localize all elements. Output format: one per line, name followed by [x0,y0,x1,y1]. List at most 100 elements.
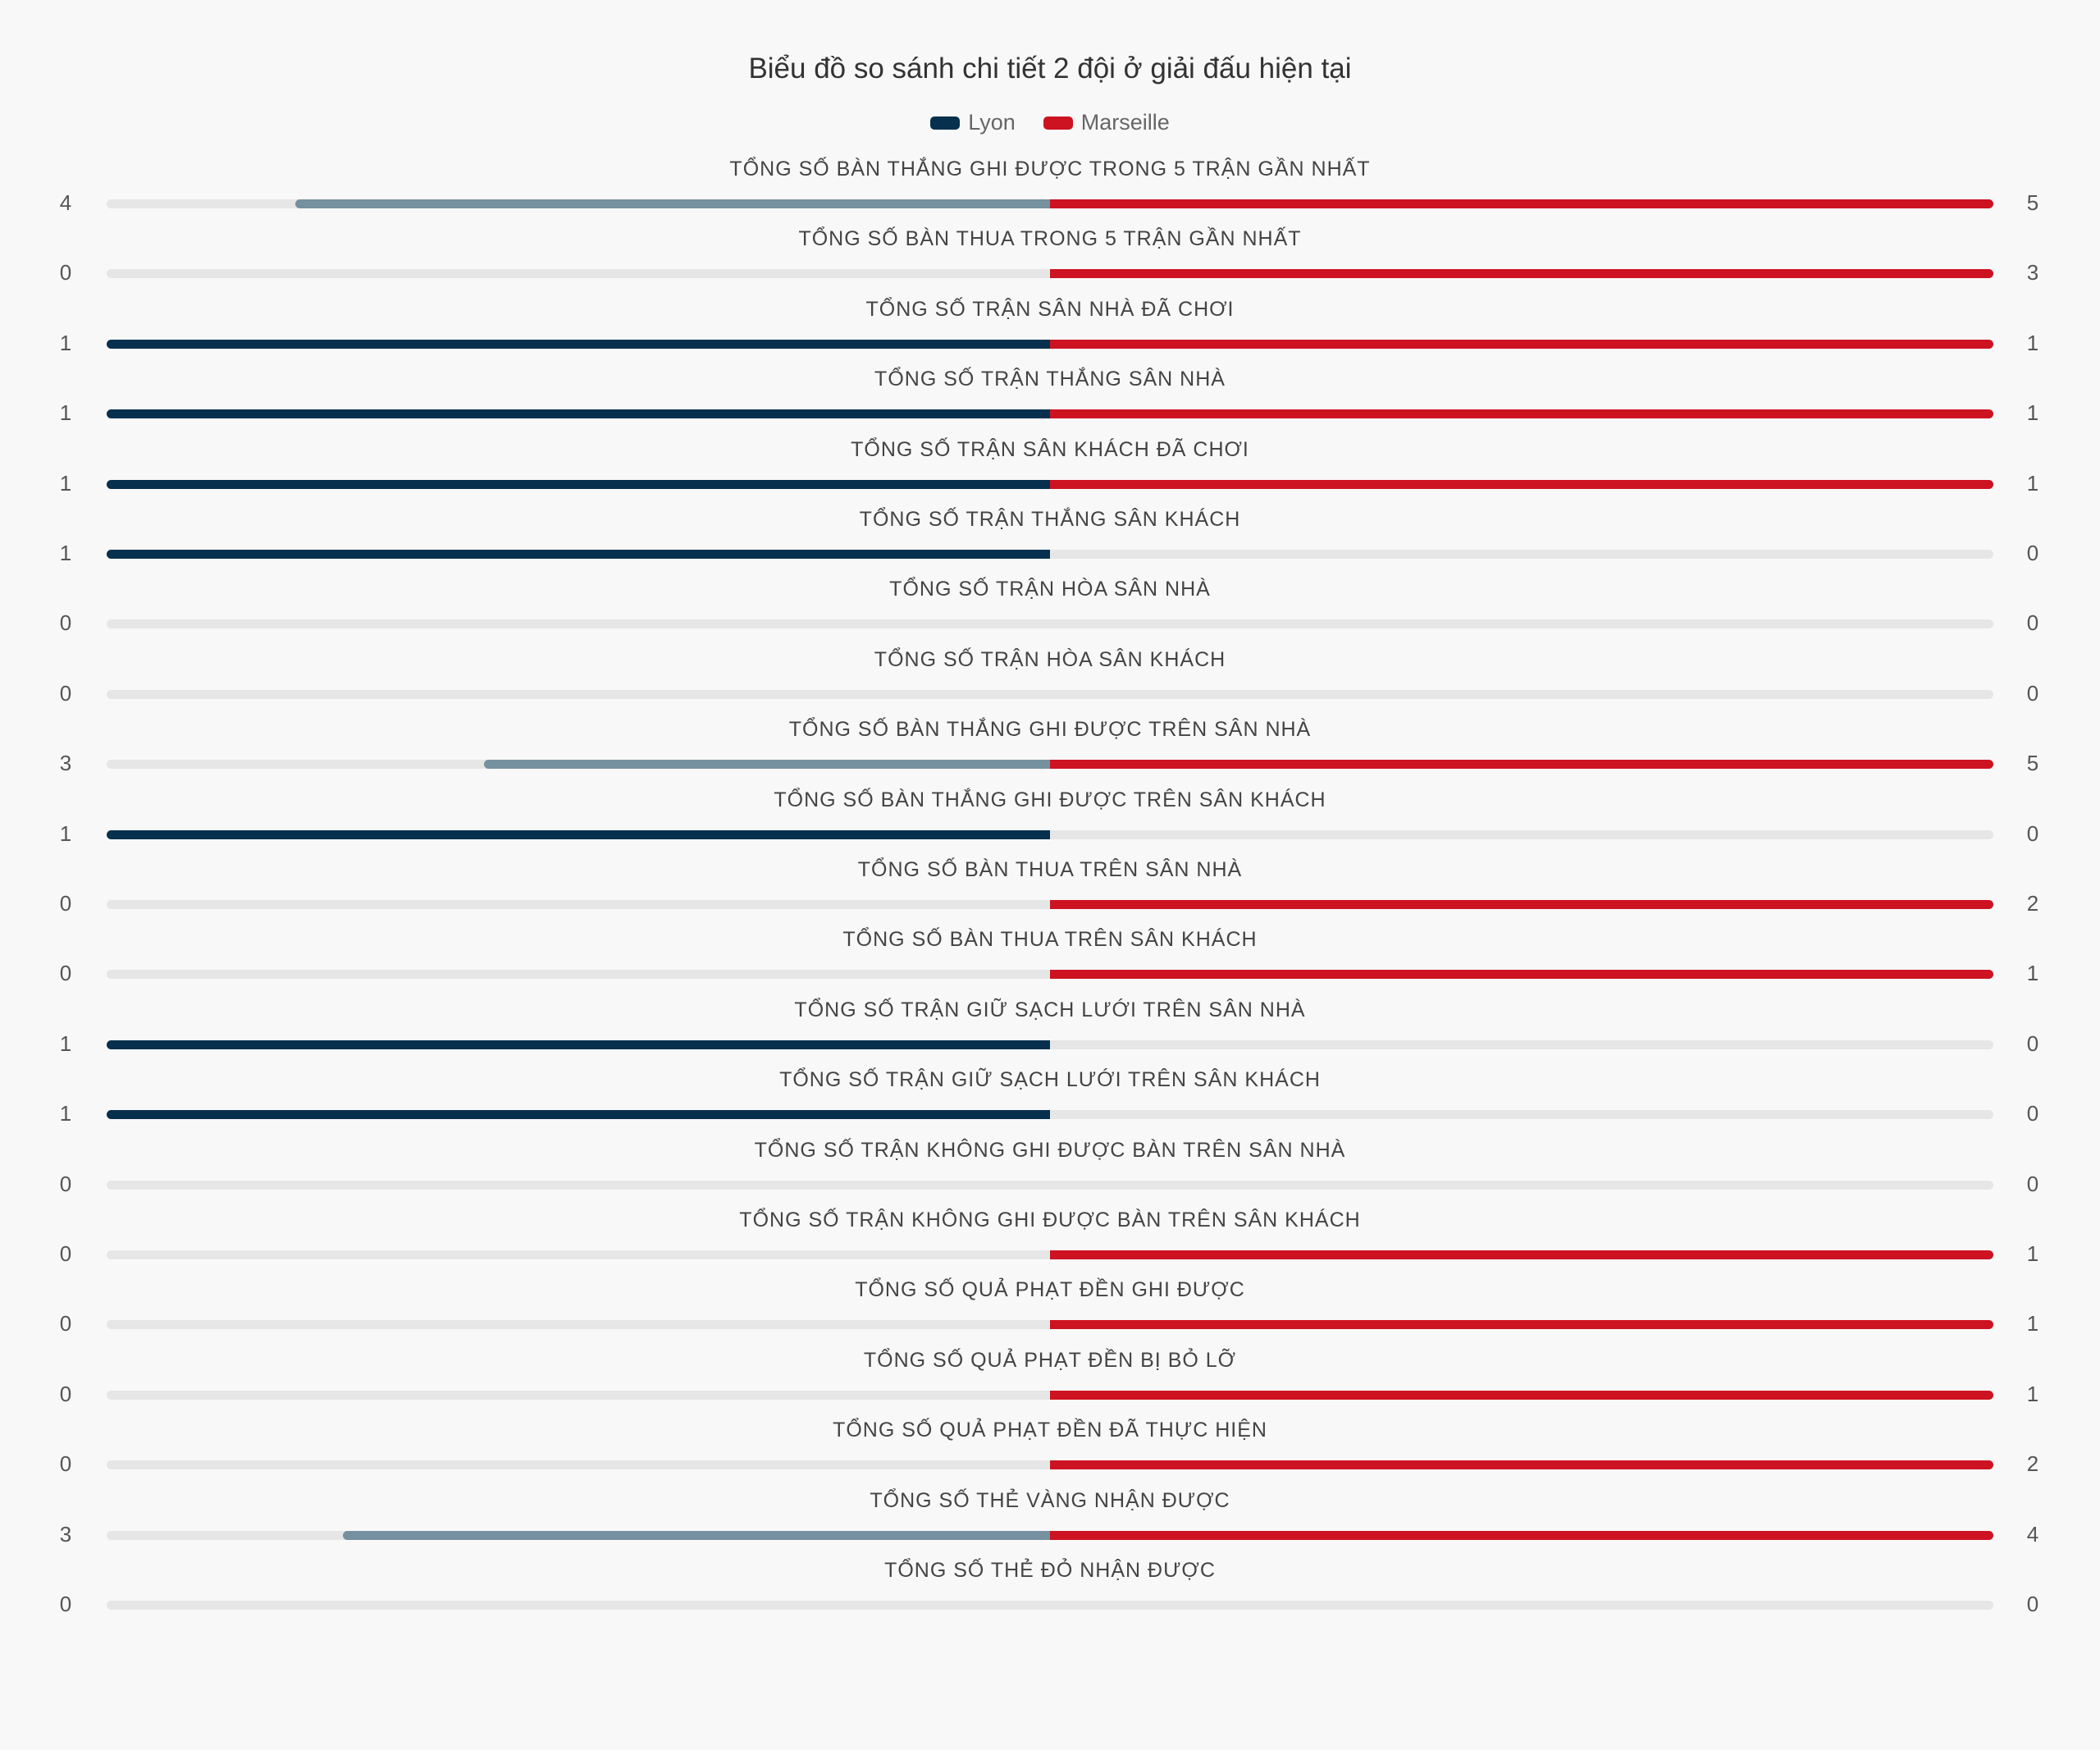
home-bar[interactable] [342,1530,1050,1540]
home-bar[interactable] [107,1039,1050,1049]
away-value: 1 [2026,330,2039,355]
home-value: 0 [59,1241,72,1266]
away-value: 0 [2026,1030,2039,1056]
away-bar[interactable] [1050,1250,1993,1259]
away-value: 0 [2026,541,2039,565]
stat-row: TỔNG SỐ TRẬN GIỮ SẠCH LƯỚI TRÊN SÂN NHÀ 1… [0,998,2100,1068]
stat-label: TỔNG SỐ TRẬN HÒA SÂN NHÀ [889,578,1211,601]
away-bar[interactable] [1050,760,1993,770]
home-value: 0 [59,1592,72,1616]
away-bar[interactable] [1050,409,1993,419]
home-value: 0 [59,1171,72,1196]
away-bar[interactable] [1050,900,1993,909]
bar-track [107,829,1993,839]
bar-track [107,1180,1993,1190]
legend-label-marseille: Marseille [1080,110,1170,135]
home-value: 1 [59,330,72,355]
home-value: 0 [59,1311,72,1336]
stat-row: TỔNG SỐ TRẬN SÂN NHÀ ĐÃ CHƠI 1 1 [0,298,2100,368]
bar-track [107,1110,1993,1120]
away-bar[interactable] [1050,199,1993,208]
home-bar[interactable] [484,760,1050,770]
bar-track [107,1601,1993,1610]
stat-row: TỔNG SỐ BÀN THUA TRONG 5 TRẬN GẦN NHẤT 0 3 [0,227,2100,297]
home-value: 4 [59,190,72,215]
bar-track [107,550,1993,559]
stat-label: TỔNG SỐ TRẬN SÂN NHÀ ĐÃ CHƠI [865,297,1235,321]
stat-label: TỔNG SỐ BÀN THẮNG GHI ĐƯỢC TRONG 5 TRẬN … [729,158,1371,180]
home-value: 0 [59,260,72,286]
home-bar[interactable] [107,409,1050,419]
bar-track [107,619,1993,629]
away-value: 0 [2026,1171,2039,1196]
home-value: 1 [59,541,72,565]
stat-label: TỔNG SỐ BÀN THẮNG GHI ĐƯỢC TRÊN SÂN KHÁC… [774,788,1326,811]
stat-row: TỔNG SỐ THẺ VÀNG NHẬN ĐƯỢC 3 4 [0,1489,2100,1559]
stat-row: TỔNG SỐ BÀN THUA TRÊN SÂN NHÀ 0 2 [0,858,2100,928]
stat-row: TỔNG SỐ TRẬN KHÔNG GHI ĐƯỢC BÀN TRÊN SÂN… [0,1139,2100,1209]
home-value: 3 [59,1521,72,1547]
stat-row: TỔNG SỐ BÀN THẮNG GHI ĐƯỢC TRÊN SÂN NHÀ 3… [0,718,2100,788]
away-bar[interactable] [1050,269,1993,279]
stat-row: TỔNG SỐ TRẬN SÂN KHÁCH ĐÃ CHƠI 1 1 [0,438,2100,508]
away-bar[interactable] [1050,970,1993,980]
away-bar[interactable] [1050,1530,1993,1540]
stat-label: TỔNG SỐ THẺ ĐỎ NHẬN ĐƯỢC [884,1559,1216,1582]
home-value: 1 [59,1030,72,1056]
away-bar[interactable] [1050,339,1993,349]
away-value: 5 [2026,190,2039,215]
away-value: 0 [2026,610,2039,636]
stat-label: TỔNG SỐ BÀN THUA TRÊN SÂN KHÁCH [842,928,1258,952]
stat-label: TỔNG SỐ THẺ VÀNG NHẬN ĐƯỢC [870,1488,1230,1512]
home-value: 1 [59,400,72,426]
away-value: 1 [2026,961,2039,986]
stat-row: TỔNG SỐ QUẢ PHẠT ĐỀN ĐÃ THỰC HIỆN 0 2 [0,1419,2100,1488]
home-value: 1 [59,470,72,496]
stat-label: TỔNG SỐ BÀN THẮNG GHI ĐƯỢC TRÊN SÂN NHÀ [788,718,1312,742]
stat-label: TỔNG SỐ TRẬN KHÔNG GHI ĐƯỢC BÀN TRÊN SÂN… [754,1138,1346,1162]
stat-label: TỔNG SỐ TRẬN GIỮ SẠCH LƯỚI TRÊN SÂN KHÁC… [779,1068,1321,1092]
stat-label: TỔNG SỐ TRẬN SÂN KHÁCH ĐÃ CHƠI [851,437,1249,461]
legend-item-marseille[interactable]: Marseille [1043,110,1170,135]
away-value: 4 [2026,1521,2039,1547]
home-bar[interactable] [107,550,1050,559]
stat-label: TỔNG SỐ TRẬN KHÔNG GHI ĐƯỢC BÀN TRÊN SÂN… [739,1209,1361,1231]
stat-label: TỔNG SỐ BÀN THUA TRONG 5 TRẬN GẦN NHẤT [798,227,1302,251]
legend-label-lyon: Lyon [968,110,1016,135]
home-bar[interactable] [107,339,1050,349]
home-value: 0 [59,610,72,636]
home-value: 0 [59,1381,72,1406]
stat-row: TỔNG SỐ TRẬN HÒA SÂN NHÀ 0 0 [0,578,2100,647]
away-value: 2 [2026,891,2039,916]
stat-row: TỔNG SỐ QUẢ PHẠT ĐỀN GHI ĐƯỢC 0 1 [0,1278,2100,1348]
stat-row: TỔNG SỐ BÀN THẮNG GHI ĐƯỢC TRÊN SÂN KHÁC… [0,788,2100,858]
bar-track [107,689,1993,699]
home-value: 0 [59,961,72,986]
stat-label: TỔNG SỐ TRẬN THẮNG SÂN KHÁCH [859,508,1241,531]
home-bar[interactable] [107,829,1050,839]
home-value: 1 [59,1101,72,1126]
home-value: 3 [59,751,72,776]
stat-label: TỔNG SỐ QUẢ PHẠT ĐỀN BỊ BỎ LỠ [863,1348,1237,1372]
home-bar[interactable] [107,1110,1050,1120]
legend-swatch-lyon [930,116,961,130]
away-value: 0 [2026,820,2039,846]
away-bar[interactable] [1050,1460,1993,1470]
away-value: 3 [2026,260,2039,286]
away-bar[interactable] [1050,479,1993,489]
stat-row: TỔNG SỐ TRẬN THẮNG SÂN NHÀ 1 1 [0,368,2100,437]
chart-legend: Lyon Marseille [0,110,2100,135]
home-bar[interactable] [295,199,1050,208]
home-bar[interactable] [107,479,1050,489]
away-bar[interactable] [1050,1320,1993,1330]
stat-row: TỔNG SỐ TRẬN GIỮ SẠCH LƯỚI TRÊN SÂN KHÁC… [0,1068,2100,1138]
stat-label: TỔNG SỐ QUẢ PHẠT ĐỀN ĐÃ THỰC HIỆN [833,1419,1267,1442]
stat-row: TỔNG SỐ TRẬN HÒA SÂN KHÁCH 0 0 [0,648,2100,718]
legend-item-lyon[interactable]: Lyon [930,110,1016,135]
away-value: 1 [2026,1311,2039,1336]
away-bar[interactable] [1050,1390,1993,1400]
stat-row: TỔNG SỐ THẺ ĐỎ NHẬN ĐƯỢC 0 0 [0,1559,2100,1629]
away-value: 1 [2026,1381,2039,1406]
legend-swatch-marseille [1043,116,1073,130]
